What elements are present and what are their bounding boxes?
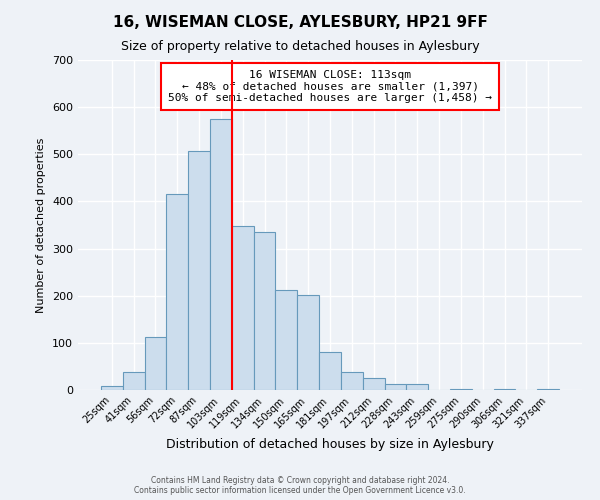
- Text: Contains HM Land Registry data © Crown copyright and database right 2024.
Contai: Contains HM Land Registry data © Crown c…: [134, 476, 466, 495]
- Bar: [254, 232, 275, 390]
- Bar: [297, 295, 319, 390]
- Bar: [494, 389, 515, 390]
- Bar: [275, 290, 297, 390]
- X-axis label: Distribution of detached houses by size in Aylesbury: Distribution of detached houses by size …: [166, 438, 494, 451]
- Y-axis label: Number of detached properties: Number of detached properties: [37, 138, 46, 312]
- Bar: [450, 388, 472, 390]
- Bar: [232, 226, 254, 390]
- Bar: [145, 336, 166, 390]
- Bar: [319, 352, 341, 390]
- Text: Size of property relative to detached houses in Aylesbury: Size of property relative to detached ho…: [121, 40, 479, 53]
- Bar: [166, 194, 188, 390]
- Bar: [341, 372, 363, 390]
- Bar: [537, 389, 559, 390]
- Bar: [363, 378, 385, 390]
- Text: 16, WISEMAN CLOSE, AYLESBURY, HP21 9FF: 16, WISEMAN CLOSE, AYLESBURY, HP21 9FF: [113, 15, 487, 30]
- Bar: [123, 372, 145, 390]
- Bar: [210, 119, 232, 390]
- Bar: [101, 386, 123, 390]
- Text: 16 WISEMAN CLOSE: 113sqm
← 48% of detached houses are smaller (1,397)
50% of sem: 16 WISEMAN CLOSE: 113sqm ← 48% of detach…: [168, 70, 492, 103]
- Bar: [406, 384, 428, 390]
- Bar: [188, 150, 210, 390]
- Bar: [385, 384, 406, 390]
